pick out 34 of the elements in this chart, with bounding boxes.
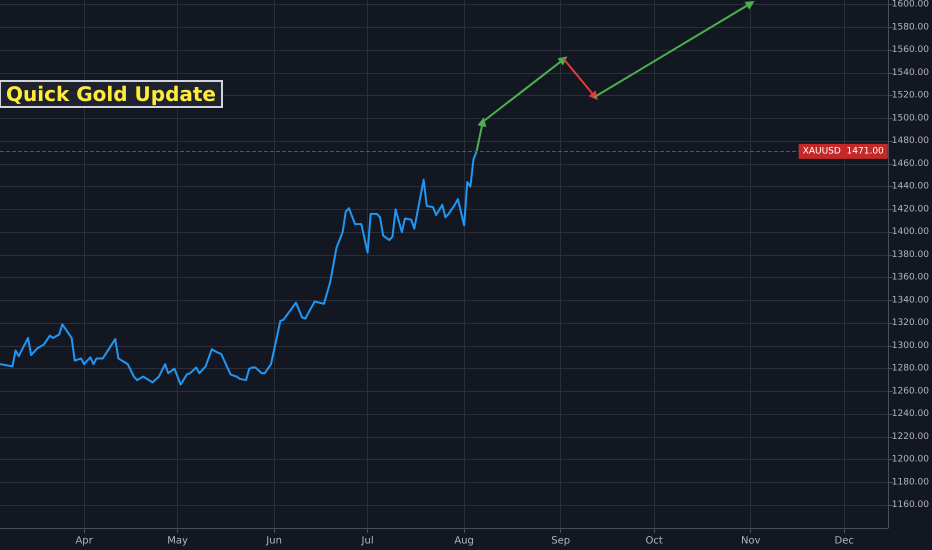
x-tick-label: Nov <box>740 536 761 546</box>
y-tick-label: 1420.00 <box>892 204 930 214</box>
y-tick-label: 1380.00 <box>892 250 930 260</box>
y-tick-label: 1360.00 <box>892 272 930 283</box>
x-tick-label: Jul <box>360 536 374 546</box>
text: Quick Gold Update <box>6 82 216 106</box>
y-tick-label: 1300.00 <box>892 340 930 351</box>
y-tick-label: 1560.00 <box>892 45 930 56</box>
y-tick-label: 1440.00 <box>892 182 930 192</box>
y-tick-label: 1600.00 <box>892 0 930 10</box>
y-tick-label: 1400.00 <box>892 227 930 238</box>
y-tick-label: 1580.00 <box>892 22 930 32</box>
y-tick-label: 1460.00 <box>892 158 930 169</box>
y-tick-label: 1500.00 <box>892 113 930 124</box>
y-tick-label: 1200.00 <box>892 454 930 465</box>
y-tick-label: 1180.00 <box>892 477 930 488</box>
y-tick-label: 1540.00 <box>892 68 930 78</box>
x-tick-label: Aug <box>454 536 474 546</box>
y-tick-label: 1260.00 <box>892 386 930 396</box>
y-tick-label: 1280.00 <box>892 364 930 374</box>
y-tick-label: 1520.00 <box>892 90 930 101</box>
y-tick-label: 1160.00 <box>892 500 930 510</box>
x-tick-label: Sep <box>551 536 570 546</box>
x-tick-label: Jun <box>265 536 282 546</box>
x-tick-label: Dec <box>834 536 854 546</box>
x-tick-label: Apr <box>75 536 94 546</box>
x-tick-label: May <box>167 536 188 546</box>
x-tick-label: Oct <box>646 536 663 546</box>
y-tick-label: 1340.00 <box>892 295 930 306</box>
y-tick-label: 1480.00 <box>892 136 930 146</box>
y-tick-label: 1320.00 <box>892 318 930 328</box>
y-tick-label: 1220.00 <box>892 432 930 442</box>
y-tick-label: 1240.00 <box>892 409 930 420</box>
ref-line-label: XAUUSD 1471.00 <box>802 146 884 156</box>
